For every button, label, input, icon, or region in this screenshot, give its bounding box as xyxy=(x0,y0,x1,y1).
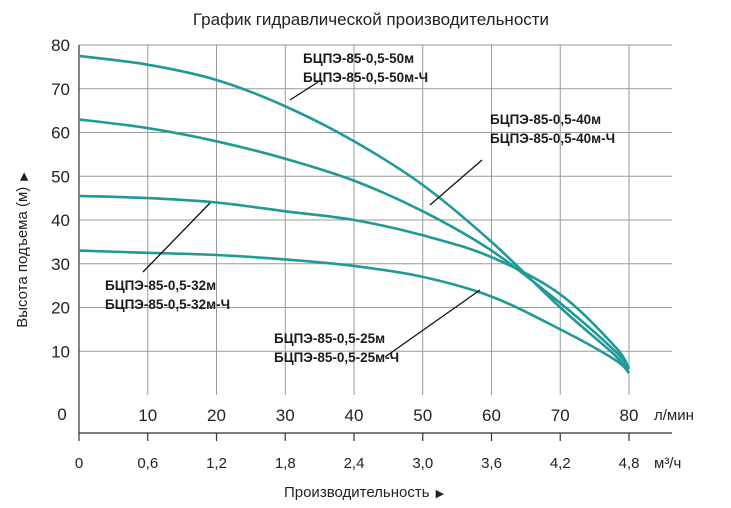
series-label-3: БЦПЭ-85-0,5-32м xyxy=(105,278,216,293)
series-curve-4 xyxy=(78,249,630,375)
x-tick-label-m3h: 0 xyxy=(75,455,83,472)
series-label-1: БЦПЭ-85-0,5-50м xyxy=(303,51,414,66)
y-tick-label: 70 xyxy=(51,80,70,99)
y-tick-label: 50 xyxy=(51,167,70,186)
y-axis-arrow: ▶ xyxy=(18,172,30,181)
series-label-4: БЦПЭ-85-0,5-25м xyxy=(274,331,385,346)
x-tick-label-lpm: 10 xyxy=(138,406,157,425)
series-leader-3 xyxy=(142,202,211,273)
x-tick-label-m3h: 0,6 xyxy=(137,455,158,472)
series-curves xyxy=(78,54,631,375)
x-tick-label-m3h: 3,0 xyxy=(412,455,433,472)
x-tick-label-lpm: 30 xyxy=(276,406,295,425)
y-axis-title: Высота подъема (м) ▶ xyxy=(14,172,31,328)
y-tick-label: 60 xyxy=(51,124,70,143)
series-leader-1 xyxy=(289,81,319,101)
chart-title: График гидравлической производительности xyxy=(193,10,549,29)
axes: 10 20 30 40 50 60 70 80 0 10 20 30 40 50 60 70 80 л/мин 0 0… xyxy=(51,36,694,472)
x-axis-title-text: Производительность xyxy=(284,484,430,501)
y-tick-label: 30 xyxy=(51,255,70,274)
series-label-2: БЦПЭ-85-0,5-40м xyxy=(490,112,601,127)
x-tick-label-lpm: 50 xyxy=(413,406,432,425)
y-tick-label: 80 xyxy=(51,36,70,55)
x-unit-lpm: л/мин xyxy=(654,407,694,424)
series-curve-3 xyxy=(78,194,631,370)
y-axis-title-text: Высота подъема (м) xyxy=(14,187,31,328)
x-tick-label-lpm: 60 xyxy=(482,406,501,425)
y-tick-label: 10 xyxy=(51,342,70,361)
x-unit-m3h: м³/ч xyxy=(654,455,681,472)
x-tick-label-m3h: 1,8 xyxy=(275,455,296,472)
series-label-2: БЦПЭ-85-0,5-40м-Ч xyxy=(490,131,615,146)
x-tick-label-m3h: 4,2 xyxy=(550,455,571,472)
series-curve-1 xyxy=(78,54,631,374)
series-label-3: БЦПЭ-85-0,5-32м-Ч xyxy=(105,297,230,312)
series-curve-2 xyxy=(78,118,631,370)
y-tick-label: 20 xyxy=(51,299,70,318)
x-tick-label-lpm: 80 xyxy=(620,406,639,425)
y-tick-label-zero: 0 xyxy=(57,405,66,424)
x-tick-label-lpm: 40 xyxy=(345,406,364,425)
series-labels: БЦПЭ-85-0,5-50м БЦПЭ-85-0,5-50м-Ч БЦПЭ-85-… xyxy=(105,51,615,365)
x-tick-label-lpm: 20 xyxy=(207,406,226,425)
x-tick-label-m3h: 1,2 xyxy=(206,455,227,472)
x-tick-label-lpm: 70 xyxy=(551,406,570,425)
series-leader-2 xyxy=(429,159,483,206)
series-label-4: БЦПЭ-85-0,5-25м-Ч xyxy=(274,350,399,365)
x-axis-title: Производительность ▶ xyxy=(284,484,445,501)
x-axis-arrow: ▶ xyxy=(436,488,445,500)
x-tick-label-m3h: 3,6 xyxy=(481,455,502,472)
x-tick-label-m3h: 2,4 xyxy=(344,455,365,472)
series-label-1: БЦПЭ-85-0,5-50м-Ч xyxy=(303,70,428,85)
x-tick-label-m3h: 4,8 xyxy=(619,455,640,472)
y-tick-label: 40 xyxy=(51,211,70,230)
series-leader-4 xyxy=(384,289,481,358)
